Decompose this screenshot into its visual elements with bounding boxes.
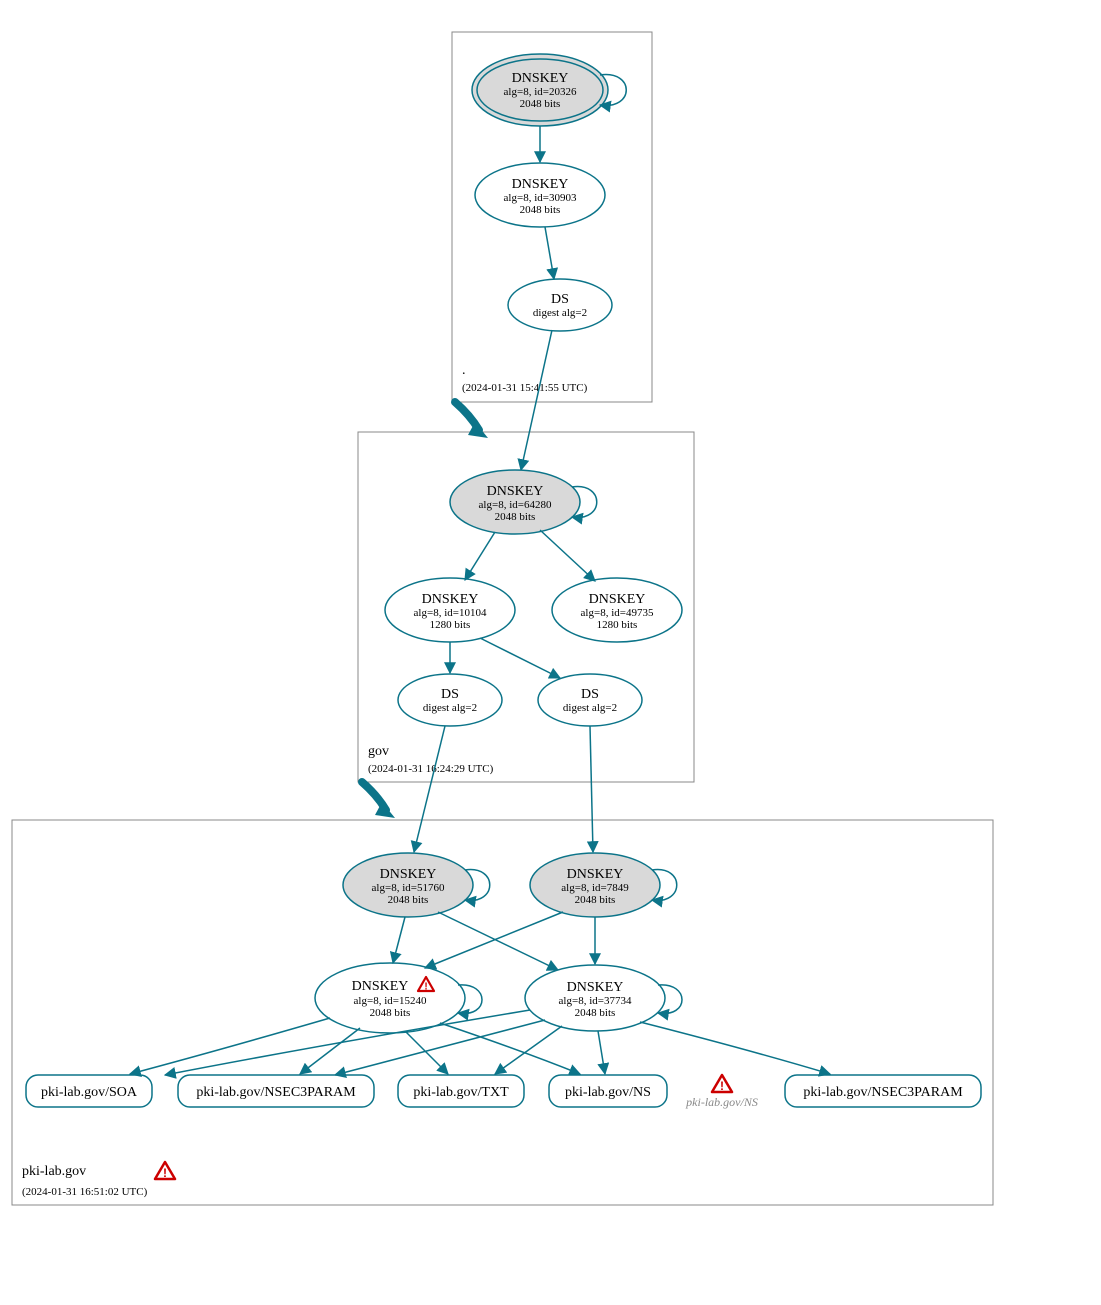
edge [540, 530, 595, 581]
svg-text:1280 bits: 1280 bits [597, 619, 638, 631]
svg-text:DNSKEY: DNSKEY [422, 592, 479, 607]
svg-text:digest alg=2: digest alg=2 [533, 307, 587, 319]
svg-text:alg=8, id=64280: alg=8, id=64280 [479, 499, 552, 511]
edge [393, 917, 405, 963]
node-pki-ksk1: DNSKEY alg=8, id=51760 2048 bits [343, 853, 473, 917]
edge [414, 726, 445, 852]
rr-txt: pki-lab.gov/TXT [398, 1075, 524, 1107]
svg-text:digest alg=2: digest alg=2 [563, 702, 617, 714]
svg-text:digest alg=2: digest alg=2 [423, 702, 477, 714]
edge [480, 638, 560, 678]
zone-gov-timestamp: (2024-01-31 16:24:29 UTC) [368, 763, 494, 775]
svg-text:alg=8, id=37734: alg=8, id=37734 [559, 995, 632, 1007]
node-gov-ds1: DS digest alg=2 [398, 674, 502, 726]
node-gov-zsk1: DNSKEY alg=8, id=10104 1280 bits [385, 578, 515, 642]
svg-text:alg=8, id=30903: alg=8, id=30903 [504, 192, 577, 204]
svg-text:alg=8, id=15240: alg=8, id=15240 [354, 995, 427, 1007]
svg-text:DNSKEY: DNSKEY [352, 979, 409, 994]
svg-text:pki-lab.gov/NSEC3PARAM: pki-lab.gov/NSEC3PARAM [196, 1085, 356, 1100]
svg-text:!: ! [163, 1166, 167, 1180]
node-pki-zsk1: DNSKEY ! alg=8, id=15240 2048 bits [315, 963, 465, 1033]
svg-text:DNSKEY: DNSKEY [567, 980, 624, 995]
svg-text:alg=8, id=7849: alg=8, id=7849 [561, 882, 629, 894]
zone-root-name: . [462, 363, 466, 378]
svg-text:pki-lab.gov/SOA: pki-lab.gov/SOA [41, 1085, 138, 1100]
svg-text:2048 bits: 2048 bits [495, 511, 536, 523]
svg-text:pki-lab.gov/NSEC3PARAM: pki-lab.gov/NSEC3PARAM [803, 1085, 963, 1100]
node-gov-zsk2: DNSKEY alg=8, id=49735 1280 bits [552, 578, 682, 642]
edge [440, 1023, 580, 1074]
svg-text:pki-lab.gov/TXT: pki-lab.gov/TXT [413, 1085, 509, 1100]
zone-pki [12, 820, 993, 1205]
warning-icon: ! [155, 1162, 175, 1180]
edge [465, 532, 495, 580]
svg-text:DNSKEY: DNSKEY [380, 867, 437, 882]
svg-text:DNSKEY: DNSKEY [589, 592, 646, 607]
svg-text:DS: DS [551, 292, 569, 307]
svg-text:alg=8, id=51760: alg=8, id=51760 [372, 882, 445, 894]
zone-root-timestamp: (2024-01-31 15:41:55 UTC) [462, 382, 588, 394]
edge [425, 912, 563, 968]
svg-text:2048 bits: 2048 bits [370, 1007, 411, 1019]
node-pki-ksk2: DNSKEY alg=8, id=7849 2048 bits [530, 853, 660, 917]
node-pki-zsk2: DNSKEY alg=8, id=37734 2048 bits [525, 965, 665, 1031]
edge [521, 330, 552, 470]
zone-gov-name: gov [368, 744, 389, 759]
edge [598, 1031, 605, 1074]
edge [130, 1018, 330, 1074]
svg-text:alg=8, id=49735: alg=8, id=49735 [581, 607, 654, 619]
node-root-ksk: DNSKEY alg=8, id=20326 2048 bits [472, 54, 608, 126]
svg-text:2048 bits: 2048 bits [520, 204, 561, 216]
node-gov-ds2: DS digest alg=2 [538, 674, 642, 726]
svg-text:!: ! [424, 982, 427, 993]
node-gov-ksk: DNSKEY alg=8, id=64280 2048 bits [450, 470, 580, 534]
rr-ns: pki-lab.gov/NS [549, 1075, 667, 1107]
svg-text:pki-lab.gov/NS: pki-lab.gov/NS [685, 1095, 758, 1109]
zone-pki-name: pki-lab.gov [22, 1164, 86, 1179]
rr-ns-ghost: ! pki-lab.gov/NS [685, 1075, 758, 1109]
svg-text:2048 bits: 2048 bits [575, 1007, 616, 1019]
svg-text:2048 bits: 2048 bits [575, 894, 616, 906]
edge [405, 1031, 448, 1074]
node-root-zsk: DNSKEY alg=8, id=30903 2048 bits [475, 163, 605, 227]
svg-text:alg=8, id=20326: alg=8, id=20326 [504, 86, 577, 98]
svg-text:DNSKEY: DNSKEY [512, 177, 569, 192]
edge [590, 726, 593, 852]
rr-soa: pki-lab.gov/SOA [26, 1075, 152, 1107]
svg-text:DS: DS [441, 687, 459, 702]
svg-text:DS: DS [581, 687, 599, 702]
svg-text:alg=8, id=10104: alg=8, id=10104 [414, 607, 487, 619]
zone-pki-timestamp: (2024-01-31 16:51:02 UTC) [22, 1186, 148, 1198]
rr-nsec3param-a: pki-lab.gov/NSEC3PARAM [178, 1075, 374, 1107]
edge [495, 1026, 562, 1074]
edge [640, 1022, 830, 1074]
svg-text:1280 bits: 1280 bits [430, 619, 471, 631]
rr-nsec3param-b: pki-lab.gov/NSEC3PARAM [785, 1075, 981, 1107]
node-root-ds: DS digest alg=2 [508, 279, 612, 331]
edge [300, 1028, 360, 1074]
svg-text:DNSKEY: DNSKEY [512, 71, 569, 86]
warning-icon: ! [712, 1075, 732, 1093]
svg-text:2048 bits: 2048 bits [388, 894, 429, 906]
dnssec-diagram: . (2024-01-31 15:41:55 UTC) gov (2024-01… [0, 0, 1101, 1305]
svg-text:2048 bits: 2048 bits [520, 98, 561, 110]
svg-text:DNSKEY: DNSKEY [567, 867, 624, 882]
svg-text:pki-lab.gov/NS: pki-lab.gov/NS [565, 1085, 651, 1100]
svg-text:DNSKEY: DNSKEY [487, 484, 544, 499]
edge [545, 227, 554, 279]
svg-text:!: ! [720, 1079, 724, 1093]
